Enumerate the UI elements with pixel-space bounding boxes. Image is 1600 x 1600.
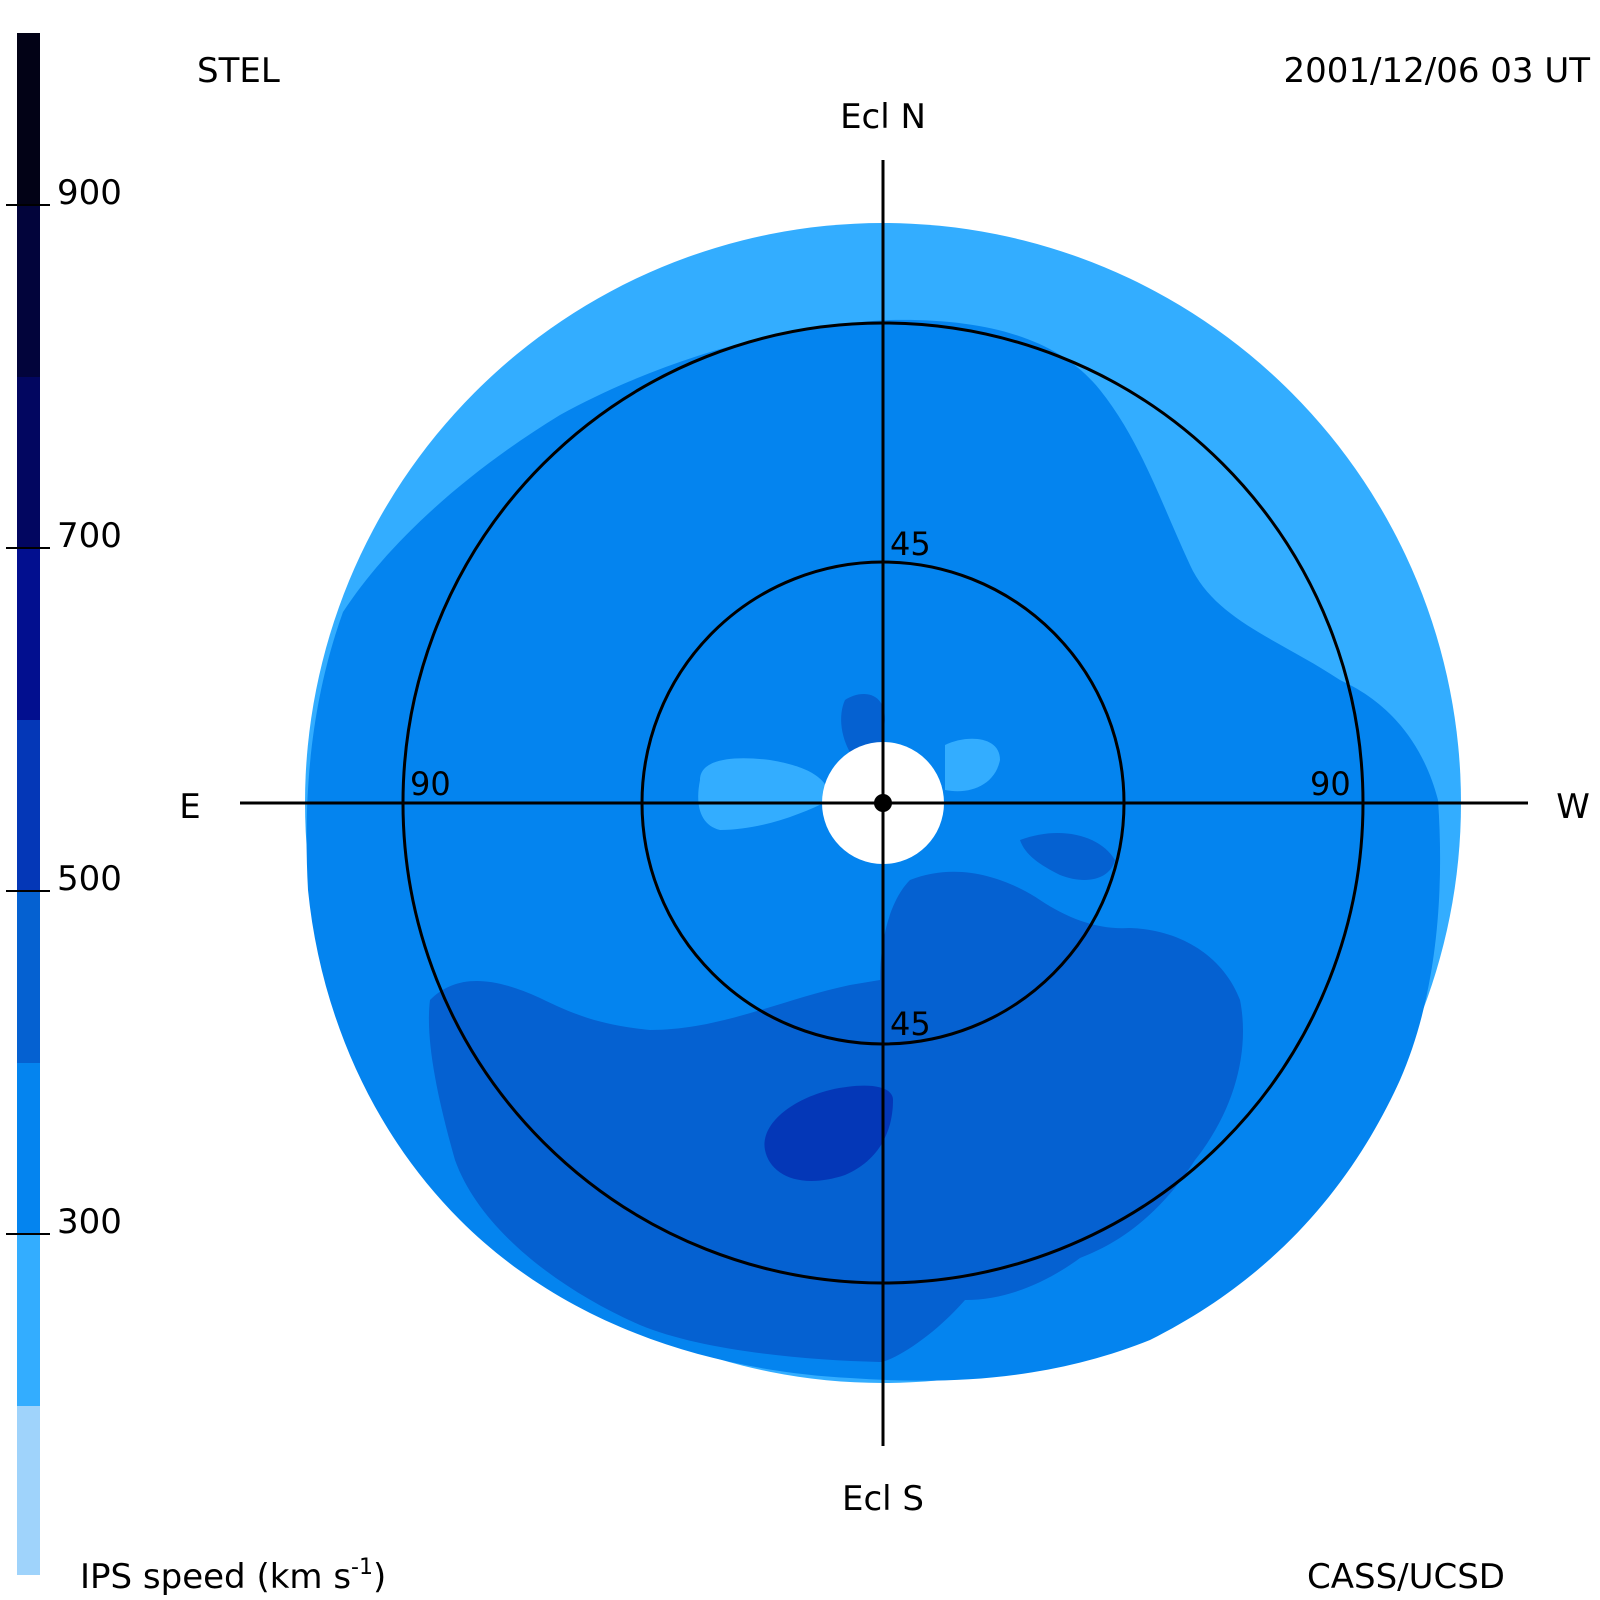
slow-patch-east (698, 758, 830, 830)
ring-label-90-left: 90 (410, 765, 451, 803)
compass-east-label: E (179, 787, 200, 827)
colorbar-tick-label-500: 500 (57, 859, 122, 899)
colorbar-level-9 (17, 33, 40, 206)
fast-speed-patch (764, 1085, 893, 1181)
colorbar-title: IPS speed (km s-1) (80, 1555, 386, 1597)
ring-label-45-top: 45 (890, 525, 931, 563)
datetime-label: 2001/12/06 03 UT (1284, 51, 1591, 91)
compass-west-label: W (1556, 787, 1590, 827)
sky-map: 45 45 90 90 Ecl N Ecl S E W (179, 97, 1590, 1519)
colorbar-title-close: ) (373, 1557, 386, 1597)
colorbar-level-4 (17, 891, 40, 1063)
colorbar-level-7 (17, 376, 40, 549)
colorbar-level-2 (17, 1234, 40, 1406)
colorbar-title-main: IPS speed (km s (80, 1557, 351, 1597)
ring-label-90-right: 90 (1310, 765, 1351, 803)
colorbar-tick-label-300: 300 (57, 1202, 122, 1242)
ring-label-45-bottom: 45 (890, 1005, 931, 1043)
colorbar-level-3 (17, 1062, 40, 1235)
source-label: STEL (197, 51, 280, 91)
colorbar-level-6 (17, 548, 40, 720)
colorbar-level-8 (17, 205, 40, 377)
colorbar-tick-label-700: 700 (57, 516, 122, 556)
sun-center-dot (874, 794, 892, 812)
slow-patch-west (945, 738, 1000, 792)
color-bar: 900 700 500 300 IPS speed (km s-1) (6, 33, 386, 1597)
moderate-speed-patch-east (1020, 832, 1115, 880)
colorbar-title-sup: -1 (351, 1555, 373, 1580)
colorbar-tick-label-900: 900 (57, 173, 122, 213)
colorbar-level-5 (17, 719, 40, 892)
credit-label: CASS/UCSD (1307, 1557, 1505, 1597)
compass-south-label: Ecl S (842, 1479, 924, 1519)
compass-north-label: Ecl N (840, 97, 926, 137)
colorbar-level-1 (17, 1405, 40, 1575)
